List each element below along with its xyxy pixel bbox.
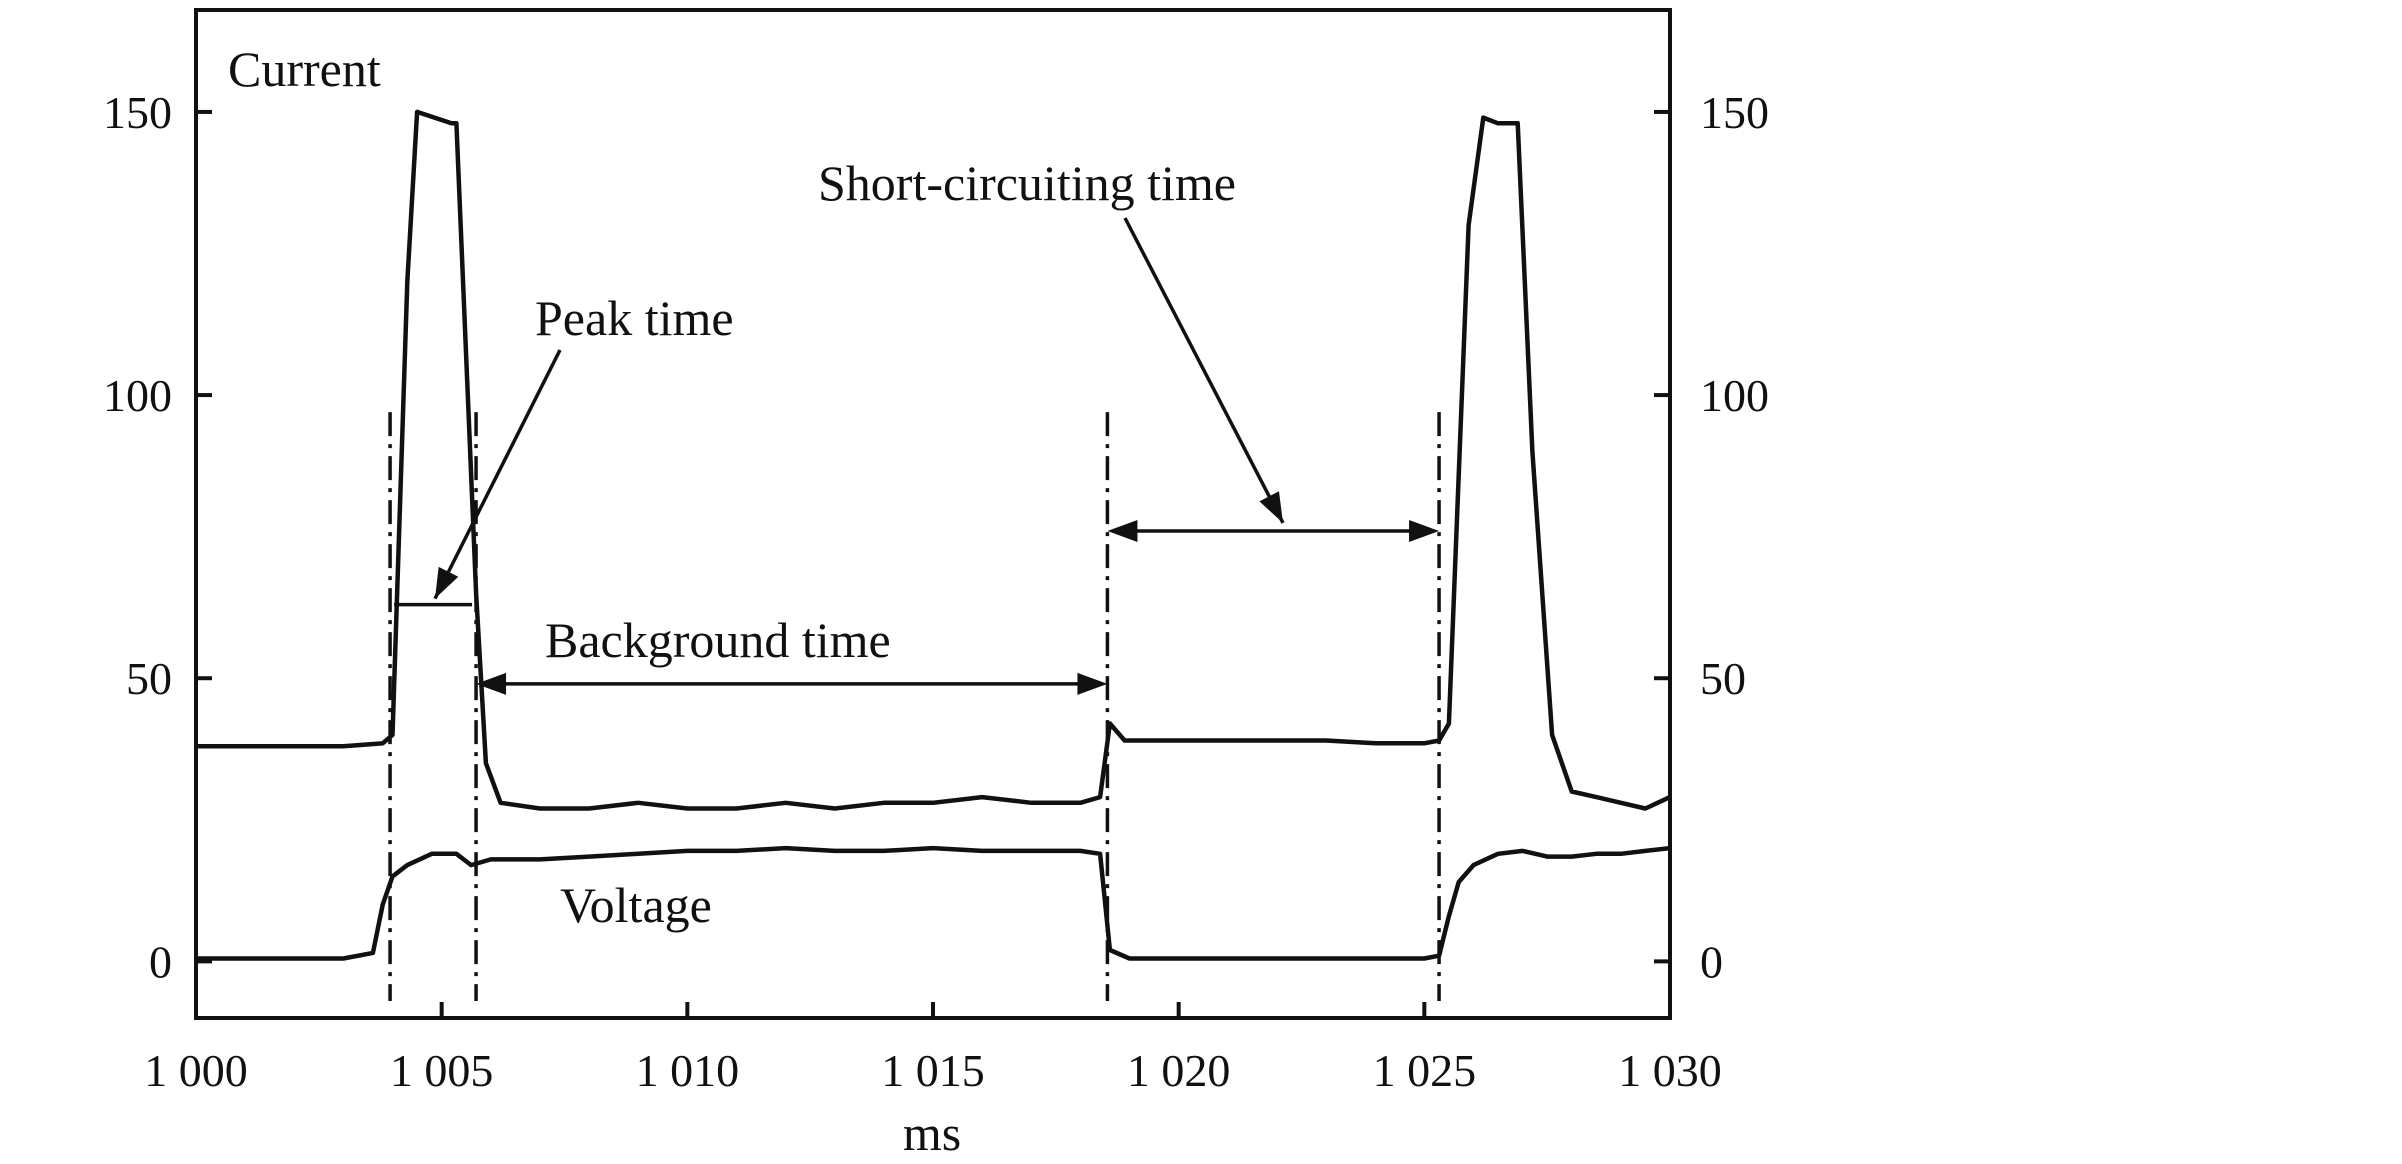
- y-right-tick-label-3: 150: [1700, 87, 1769, 138]
- x-tick-label-4: 1 020: [1127, 1045, 1231, 1096]
- series-line-voltage: [196, 845, 1671, 961]
- short-circuiting-pointer-head: [1259, 491, 1283, 523]
- axis-ticks: 1 000 1 005 1 010 1 015 1 020 1 025 1 030 0 0 50 5…: [103, 87, 1769, 1096]
- y-left-tick-label-1: 50: [126, 653, 172, 704]
- series-lines: [196, 109, 1671, 961]
- annotation-arrows: [394, 217, 1440, 695]
- short-circuiting-arrow-head-left: [1107, 519, 1138, 542]
- annotation-peak-time: Peak time: [535, 290, 734, 346]
- x-axis-label: ms: [903, 1105, 961, 1161]
- background-arrow-head-right: [1077, 672, 1108, 695]
- x-tick-label-6: 1 030: [1618, 1045, 1722, 1096]
- peak-time-pointer-head: [435, 566, 459, 599]
- y-left-tick-label-2: 100: [103, 370, 172, 421]
- annotation-current: Current: [228, 41, 381, 97]
- peak-time-pointer: [433, 349, 562, 600]
- x-tick-label-2: 1 010: [636, 1045, 740, 1096]
- time-markers: [388, 412, 1441, 1002]
- x-tick-label-5: 1 025: [1373, 1045, 1477, 1096]
- series-line-current: [196, 109, 1671, 811]
- short-circuiting-arrow-head-right: [1409, 519, 1440, 542]
- annotation-short-circuiting-time: Short-circuiting time: [818, 155, 1236, 211]
- y-right-tick-label-1: 50: [1700, 653, 1746, 704]
- y-right-tick-label-0: 0: [1700, 936, 1723, 987]
- y-right-tick-label-2: 100: [1700, 370, 1769, 421]
- background-arrow-head-left: [476, 672, 507, 695]
- annotation-voltage: Voltage: [560, 877, 712, 933]
- x-tick-label-3: 1 015: [881, 1045, 985, 1096]
- x-tick-label-1: 1 005: [390, 1045, 494, 1096]
- y-left-tick-label-3: 150: [103, 87, 172, 138]
- annotation-background-time: Background time: [545, 612, 891, 668]
- x-tick-label-0: 1 000: [144, 1045, 248, 1096]
- y-left-tick-label-0: 0: [149, 936, 172, 987]
- short-circuiting-pointer: [1123, 217, 1285, 524]
